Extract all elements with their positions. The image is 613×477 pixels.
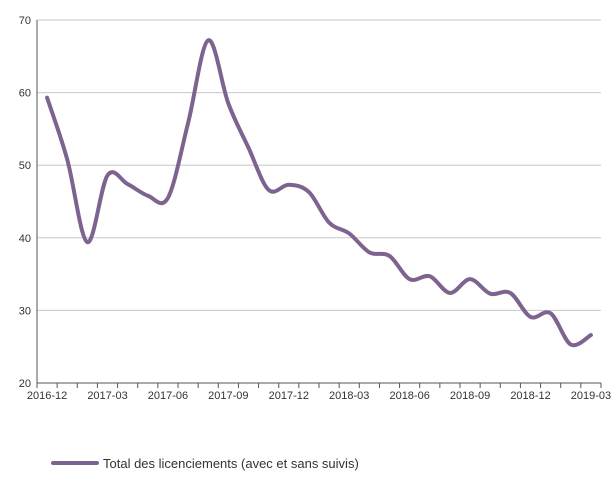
y-tick-label-60: 60 bbox=[19, 88, 31, 100]
x-tick-label-2017-09: 2017-09 bbox=[208, 390, 248, 402]
x-tick-label-2017-06: 2017-06 bbox=[148, 390, 188, 402]
x-tick-label-2016-12: 2016-12 bbox=[27, 390, 67, 402]
legend: Total des licenciements (avec et sans su… bbox=[51, 454, 359, 472]
x-tick-label-2019-03: 2019-03 bbox=[571, 390, 611, 402]
x-axis-tick-labels: 2016-12 2017-03 2017-06 2017-09 2017-12 2018-… bbox=[27, 390, 611, 402]
y-tick-label-30: 30 bbox=[19, 305, 31, 317]
x-tick-label-2017-03: 2017-03 bbox=[87, 390, 127, 402]
x-tick-label-2018-12: 2018-12 bbox=[510, 390, 550, 402]
y-axis-tick-labels: 20 30 40 50 60 70 bbox=[19, 15, 31, 390]
x-tick-label-2018-09: 2018-09 bbox=[450, 390, 490, 402]
x-tick-label-2018-06: 2018-06 bbox=[389, 390, 429, 402]
y-tick-label-20: 20 bbox=[19, 378, 31, 390]
series-line-0 bbox=[45, 38, 593, 348]
gridlines bbox=[37, 19, 601, 311]
series-lines bbox=[45, 38, 593, 348]
y-tick-label-40: 40 bbox=[19, 233, 31, 245]
legend-swatch bbox=[51, 461, 99, 465]
x-tick-label-2017-12: 2017-12 bbox=[269, 390, 309, 402]
y-tick-label-70: 70 bbox=[19, 15, 31, 27]
legend-label: Total des licenciements (avec et sans su… bbox=[103, 455, 359, 471]
x-tick-label-2018-03: 2018-03 bbox=[329, 390, 369, 402]
y-tick-label-50: 50 bbox=[19, 160, 31, 172]
axes bbox=[36, 20, 602, 388]
